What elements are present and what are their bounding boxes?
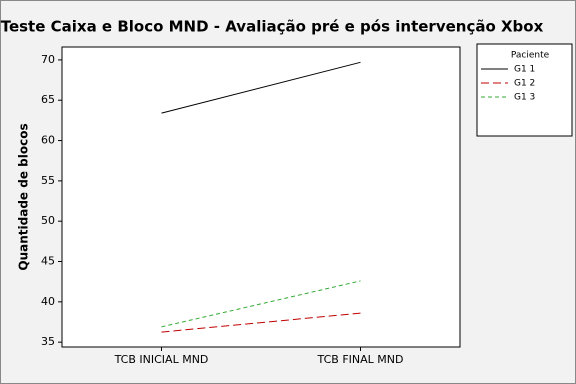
- y-tick-label: 60: [41, 134, 55, 147]
- y-tick-label: 35: [41, 335, 55, 348]
- chart-title: Teste Caixa e Bloco MND - Avaliação pré …: [1, 18, 544, 36]
- series-line: [161, 280, 361, 328]
- plot-area: [61, 46, 461, 348]
- y-tick-label: 55: [41, 174, 55, 187]
- y-tick-label: 40: [41, 295, 55, 308]
- x-tick-label: TCB FINAL MND: [317, 353, 404, 366]
- legend-label: G1 1: [514, 65, 535, 75]
- y-axis-label: Quantidade de blocos: [17, 123, 31, 270]
- legend-label: G1 3: [514, 93, 535, 103]
- y-tick-label: 70: [41, 53, 55, 66]
- y-tick-label: 65: [41, 93, 55, 106]
- series-line: [161, 61, 361, 114]
- y-tick-label: 45: [41, 255, 55, 268]
- series-line: [161, 312, 361, 333]
- legend-label: G1 2: [514, 79, 535, 89]
- y-tick-label: 50: [41, 214, 55, 227]
- legend-box: [476, 43, 573, 137]
- x-tick-label: TCB INICIAL MND: [114, 353, 209, 366]
- legend-title: Paciente: [511, 51, 550, 61]
